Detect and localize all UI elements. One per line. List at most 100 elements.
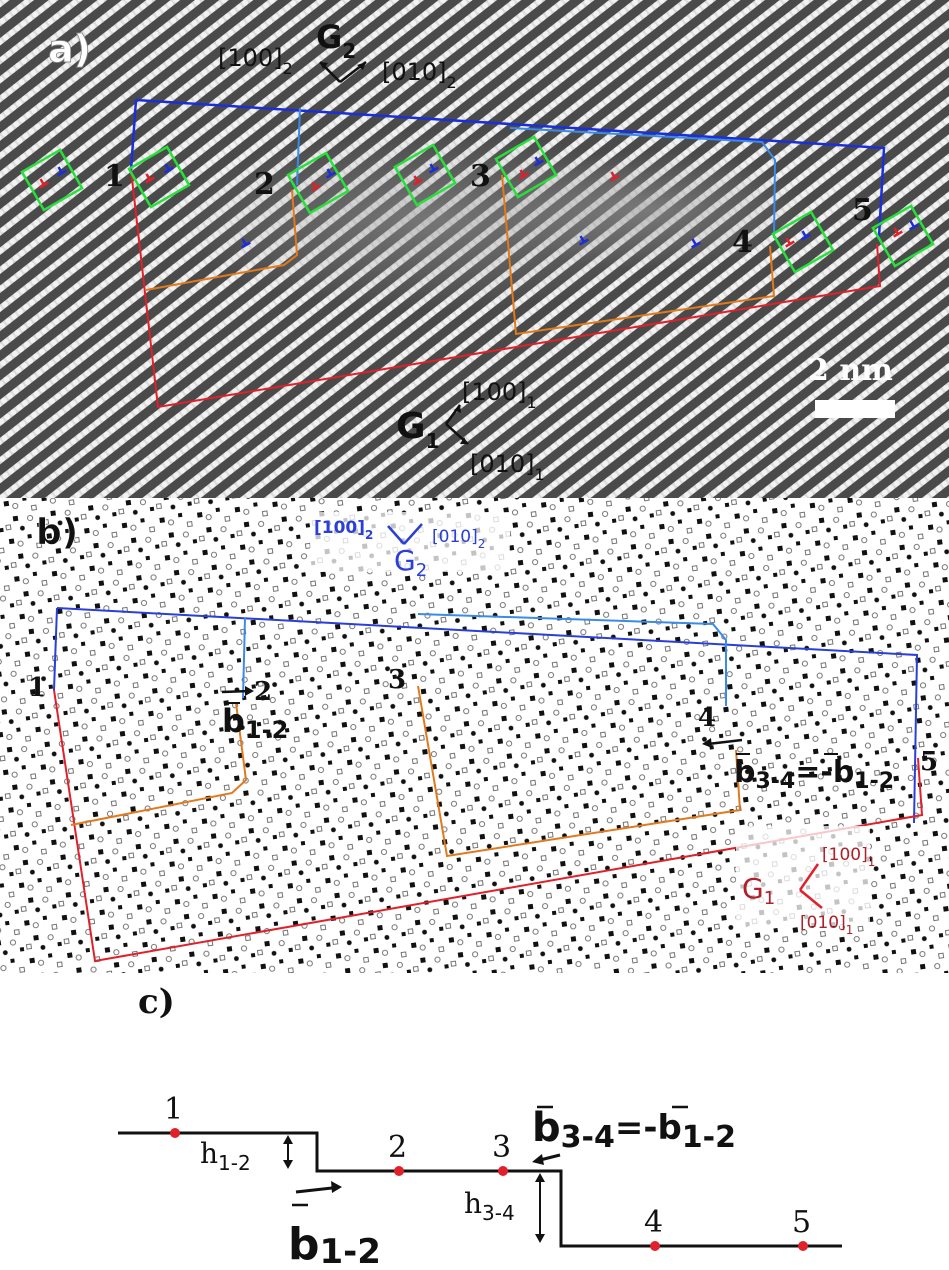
- burgers-box-1: [127, 145, 191, 209]
- arrow-left-icon: [707, 738, 743, 746]
- point-label-3: 3: [388, 665, 406, 695]
- circuit-3-4-lower: [501, 174, 776, 336]
- dislocation-red-symbol: [311, 181, 321, 192]
- point-marker-4: [650, 1241, 660, 1251]
- point-label-5: 5: [852, 193, 873, 228]
- point-label-2: 2: [254, 677, 272, 707]
- step-profile-line: [118, 1131, 842, 1248]
- dislocation-blue-symbol: [241, 238, 251, 249]
- schematic-panel: c) 1 2 3 4 5 h1-2 h3-4 b1-2: [0, 973, 949, 1270]
- arrow-right-icon: [295, 1186, 333, 1194]
- grain1-label: G1: [742, 872, 775, 909]
- burgers-box-3: [494, 135, 558, 199]
- burgers-box-0: [20, 148, 84, 212]
- dislocation-red-symbol: [39, 178, 49, 189]
- grain1-dir-010: [010]1: [800, 913, 853, 937]
- point-label-5: 5: [920, 747, 938, 777]
- grain1-dir-010: [010]1: [470, 450, 545, 484]
- point-marker-3: [498, 1166, 508, 1176]
- point-label-1: 1: [104, 159, 125, 194]
- dislocation-blue-symbol: [801, 230, 811, 241]
- grain2-orientation: [100]2 [010]2 G2: [310, 512, 510, 581]
- grain1-dir-100: [100]1: [462, 378, 537, 412]
- panel-a-label: a): [48, 27, 91, 71]
- burgers-vector-b12: b1-2: [221, 686, 288, 744]
- dislocation-blue-symbol: [909, 220, 919, 231]
- point-label-4: 4: [732, 225, 753, 260]
- point-marker-2: [394, 1166, 404, 1176]
- step-height-h34: h3-4: [464, 1173, 545, 1243]
- point-marker-5: [798, 1241, 808, 1251]
- svg-text:b3-4=-b1-2: b3-4=-b1-2: [734, 755, 894, 794]
- bottom-boundary-line: [53, 689, 924, 963]
- burgers-vector-b12: b1-2: [288, 1181, 381, 1270]
- point-label-3: 3: [492, 1130, 511, 1165]
- top-boundary-line: [56, 607, 919, 824]
- top-boundary-line: [135, 98, 886, 238]
- grain1-orientation: G1 [100]1 [010]1: [396, 378, 545, 484]
- panel-c-label: c): [138, 982, 175, 1022]
- grain1-dir-100: [100]1: [822, 845, 875, 869]
- circuit-1-2-lower: [70, 702, 248, 826]
- burgers-box-mid: [393, 143, 457, 207]
- left-boundary-line: [53, 607, 58, 691]
- burgers-box-5: [871, 204, 935, 268]
- dislocation-blue-symbol: [691, 238, 701, 249]
- dislocation-blue-symbol: [579, 235, 589, 246]
- circuit-1-2-lower: [145, 189, 299, 291]
- grain2-label: G2: [394, 544, 427, 581]
- svg-text:b1-2: b1-2: [288, 1219, 381, 1270]
- dislocation-red-symbol: [610, 171, 620, 182]
- grain2-axis-arrows-icon: [387, 523, 423, 545]
- point-label-1: 1: [164, 1092, 183, 1127]
- grain2-dir-010: [010]2: [382, 58, 457, 92]
- point-label-3: 3: [470, 159, 491, 194]
- grain2-dir-010: [010]2: [432, 527, 485, 551]
- arrow-left-icon: [539, 1153, 561, 1162]
- dislocation-blue-symbol: [326, 168, 336, 179]
- point-label-2: 2: [388, 1130, 407, 1165]
- dislocation-red-symbol: [519, 169, 529, 180]
- panel-b-label: b): [36, 512, 78, 553]
- dislocation-blue-symbol: [429, 163, 439, 174]
- dislocation-blue-symbol: [534, 156, 544, 167]
- point-label-4: 4: [698, 703, 716, 733]
- dislocation-red-symbol: [145, 173, 155, 184]
- scalebar: [815, 400, 895, 418]
- left-boundary-line: [129, 99, 138, 171]
- grain1-label: G1: [396, 406, 439, 453]
- hrtem-panel: a) G2 [100]2 [010]2 G1 [100]1 [010]1 1 2…: [0, 0, 949, 498]
- burgers-box-4: [771, 210, 835, 274]
- dislocation-red-symbol: [413, 175, 423, 186]
- circuit-1-2-upper: [296, 107, 301, 186]
- step-schematic: c) 1 2 3 4 5 h1-2 h3-4 b1-2: [118, 982, 842, 1270]
- bottom-boundary-line: [130, 169, 882, 409]
- circuit-3-4-upper: [417, 613, 727, 706]
- circuit-3-4-upper: [509, 127, 777, 239]
- dislocation-blue-symbol: [57, 166, 67, 177]
- step-height-h12: h1-2: [200, 1135, 293, 1175]
- circuit-3-4-lower: [417, 685, 742, 858]
- grain2-orientation: G2 [100]2 [010]2: [218, 18, 457, 92]
- dislocation-red-symbol: [893, 227, 903, 238]
- svg-text:b3-4=-b1-2: b3-4=-b1-2: [532, 1105, 736, 1155]
- dislocation-blue-symbol: [164, 163, 174, 174]
- grain2-dir-100: [100]2: [218, 44, 293, 78]
- grain1-orientation: [100]1 G1 [010]1: [736, 826, 875, 937]
- atomistic-panel: b) [100]2 [010]2 G2 [100]1 G1 [010]1 1 2…: [0, 498, 949, 973]
- point-label-4: 4: [644, 1205, 663, 1240]
- point-label-5: 5: [792, 1205, 811, 1240]
- point-label-1: 1: [28, 673, 46, 703]
- scalebar-label: 2 nm: [808, 353, 893, 388]
- hrtem-image: a) G2 [100]2 [010]2 G1 [100]1 [010]1 1 2…: [0, 0, 949, 498]
- point-label-2: 2: [254, 167, 275, 202]
- burgers-vector-b34: b3-4=-b1-2: [702, 738, 894, 794]
- grain2-dir-100: [100]2: [314, 518, 373, 542]
- svg-text:b1-2: b1-2: [222, 702, 288, 744]
- dislocation-red-symbol: [785, 237, 795, 248]
- svg-text:h1-2: h1-2: [200, 1137, 251, 1175]
- burgers-box-2: [286, 151, 350, 215]
- point-marker-1: [170, 1128, 180, 1138]
- circuit-1-2-upper: [242, 617, 246, 699]
- grain1-axis-arrows-icon: [798, 863, 823, 909]
